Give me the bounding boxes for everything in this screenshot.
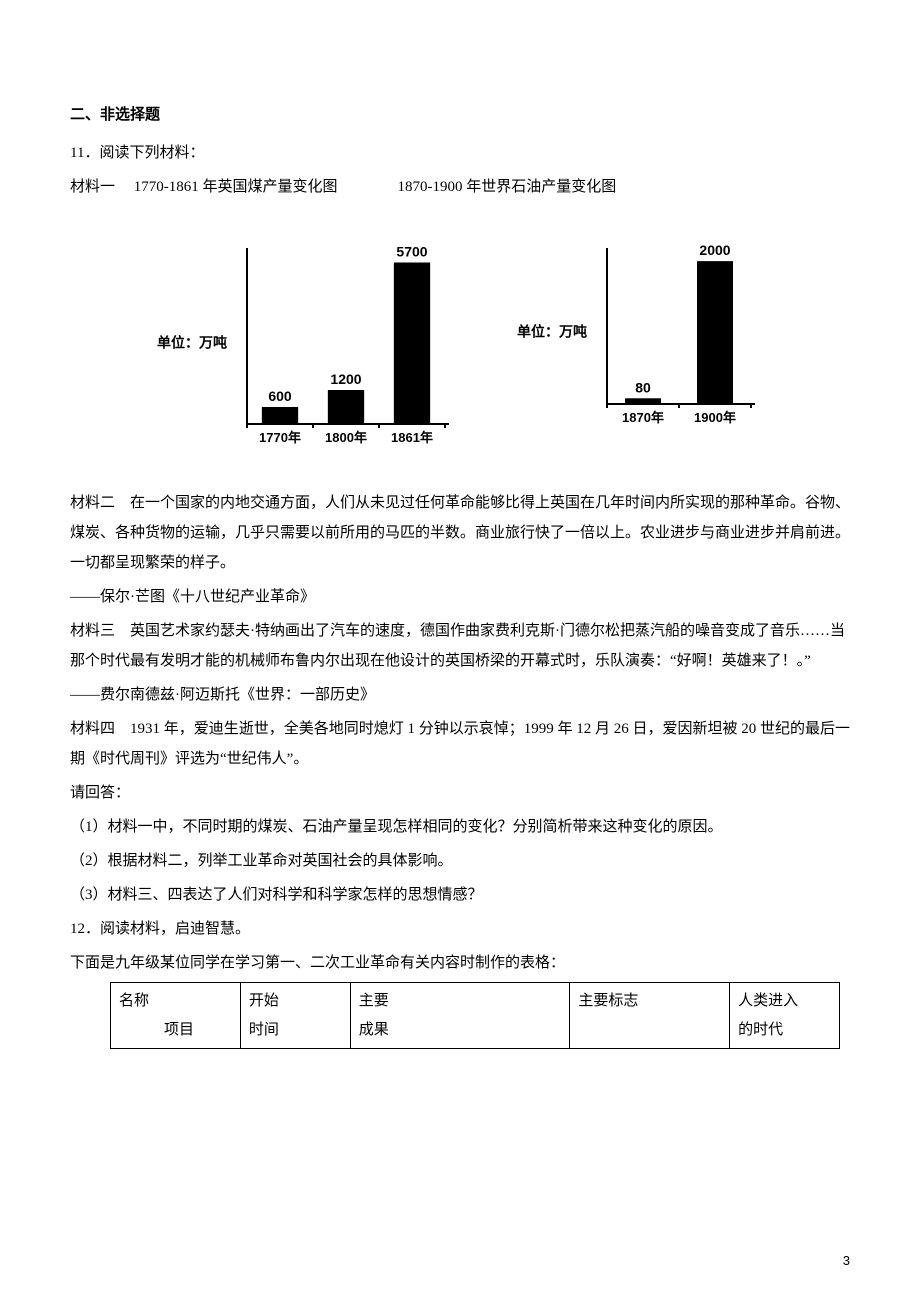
col1-header: 开始 时间 [240,983,350,1049]
page-number: 3 [843,1248,850,1274]
svg-text:1900年: 1900年 [694,410,736,425]
col0-l2: 项目 [119,1016,194,1045]
q11-stem: 11．阅读下列材料： [70,138,850,168]
q11-mat3-src: ——费尔南德兹·阿迈斯托《世界：一部历史》 [70,680,850,710]
svg-text:单位：万吨: 单位：万吨 [517,324,587,340]
svg-text:1200: 1200 [330,371,361,387]
q11-sub2: （2）根据材料二，列举工业革命对英国社会的具体影响。 [70,846,850,876]
q11-sub1: （1）材料一中，不同时期的煤炭、石油产量呈现怎样相同的变化？分别简析带来这种变化… [70,812,850,842]
q11-sub3: （3）材料三、四表达了人们对科学和科学家怎样的思想情感？ [70,880,850,910]
q11-mat2-src: ——保尔·芒图《十八世纪产业革命》 [70,582,850,612]
col2-l1: 主要 [359,993,389,1009]
col4-header: 人类进入 的时代 [730,983,840,1049]
svg-text:2000: 2000 [699,242,730,258]
svg-text:1861年: 1861年 [391,430,433,445]
chart-coal-svg: 单位：万吨 600 1770年 1200 1800年 5700 1861年 [155,232,455,452]
svg-text:80: 80 [635,379,651,395]
q11-mat4: 材料四 1931 年，爱迪生逝世，全美各地同时熄灯 1 分钟以示哀悼；1999 … [70,714,850,774]
col2-l2: 成果 [359,1022,389,1038]
chart-coal: 单位：万吨 600 1770年 1200 1800年 5700 1861年 [155,232,455,463]
col1-l1: 开始 [249,993,279,1009]
q12-lead: 下面是九年级某位同学在学习第一、二次工业革命有关内容时制作的表格： [70,948,850,978]
col1-l2: 时间 [249,1022,279,1038]
svg-text:单位：万吨: 单位：万吨 [157,335,227,351]
q11-mat3: 材料三 英国艺术家约瑟夫·特纳画出了汽车的速度，德国作曲家费利克斯·门德尔松把蒸… [70,616,850,676]
col3-header: 主要标志 [570,983,730,1049]
chart-oil: 单位：万吨 80 1870年 2000 1900年 [515,232,765,463]
q12-stem: 12．阅读材料，启迪智慧。 [70,914,850,944]
svg-text:600: 600 [268,388,292,404]
svg-text:1800年: 1800年 [325,430,367,445]
section-heading: 二、非选择题 [70,100,850,130]
table-row: 名称 项目 开始 时间 主要 成果 主要标志 人类进入 的时代 [111,983,840,1049]
q11-answer-lead: 请回答： [70,778,850,808]
q11-mat1-label: 材料一 1770-1861 年英国煤产量变化图 1870-1900 年世界石油产… [70,172,850,202]
q11-mat2: 材料二 在一个国家的内地交通方面，人们从未见过任何革命能够比得上英国在几年时间内… [70,488,850,578]
q12-table: 名称 项目 开始 时间 主要 成果 主要标志 人类进入 的时代 [110,982,840,1049]
col4-l2: 的时代 [738,1022,783,1038]
col0-l1: 名称 [119,993,149,1009]
col2-header: 主要 成果 [350,983,570,1049]
charts-row: 单位：万吨 600 1770年 1200 1800年 5700 1861年 单位：万吨 80 1… [70,232,850,463]
svg-text:5700: 5700 [396,244,427,260]
chart-oil-svg: 单位：万吨 80 1870年 2000 1900年 [515,232,765,432]
col0-header: 名称 项目 [111,983,241,1049]
svg-text:1770年: 1770年 [259,430,301,445]
col4-l1: 人类进入 [738,993,798,1009]
svg-text:1870年: 1870年 [622,410,664,425]
